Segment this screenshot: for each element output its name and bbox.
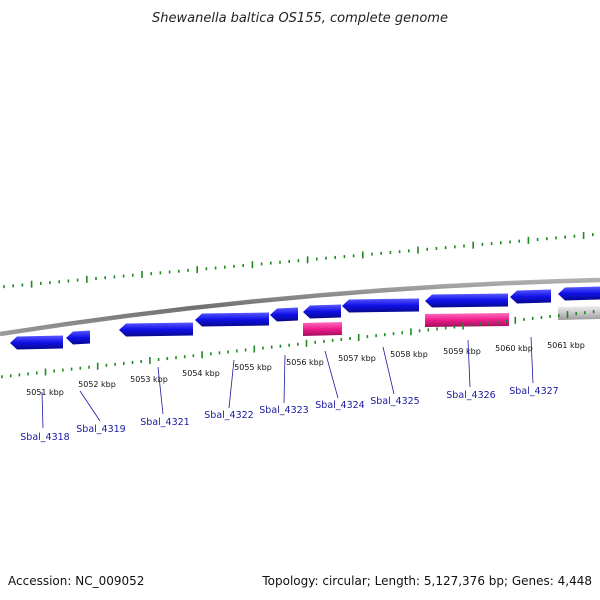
gene-labels: Sbal_4318 Sbal_4319 Sbal_4321 Sbal_4322 …	[20, 386, 558, 443]
label-leader-lines	[41, 336, 534, 429]
gene-label-sbal-4321[interactable]: Sbal_4321	[140, 417, 189, 428]
leader-line	[324, 350, 339, 399]
gene-label-sbal-4325[interactable]: Sbal_4325	[370, 396, 419, 407]
gene-feature-sbal-4325[interactable]	[342, 298, 419, 313]
topology-summary: Topology: circular; Length: 5,127,376 bp…	[261, 574, 592, 588]
gene-label-sbal-4326[interactable]: Sbal_4326	[446, 390, 495, 401]
scale-label-5060: 5060 kbp	[495, 344, 533, 353]
scale-label-5051: 5051 kbp	[26, 388, 64, 397]
gene-label-sbal-4327[interactable]: Sbal_4327	[509, 386, 558, 397]
scale-labels: 5051 kbp 5052 kbp 5053 kbp 5054 kbp 5055…	[26, 341, 585, 397]
scale-label-5056: 5056 kbp	[286, 358, 324, 367]
rna-feature[interactable]	[425, 313, 509, 327]
leader-line	[467, 339, 471, 388]
gc-skew-outer-track	[3, 231, 594, 289]
gene-feature-sbal-4319[interactable]	[66, 330, 90, 345]
gene-feature-sbal-4323[interactable]	[270, 307, 298, 322]
scale-label-5059: 5059 kbp	[443, 347, 481, 356]
leader-line	[157, 366, 164, 415]
leader-line	[382, 346, 395, 395]
map-title: Shewanella baltica OS155, complete genom…	[152, 11, 448, 26]
other-feature[interactable]	[558, 306, 600, 320]
gene-label-sbal-4319[interactable]: Sbal_4319	[76, 424, 125, 435]
gene-feature[interactable]	[558, 286, 600, 301]
rna-feature[interactable]	[303, 322, 342, 336]
gene-feature-sbal-4327[interactable]	[510, 289, 551, 304]
scale-label-5054: 5054 kbp	[182, 369, 220, 378]
gene-feature-sbal-4326[interactable]	[425, 293, 508, 308]
leader-line	[41, 391, 44, 429]
scale-label-5057: 5057 kbp	[338, 354, 376, 363]
scale-label-5053: 5053 kbp	[130, 375, 168, 384]
scale-label-5058: 5058 kbp	[390, 350, 428, 359]
scale-label-5052: 5052 kbp	[78, 380, 116, 389]
scale-label-5055: 5055 kbp	[234, 363, 272, 372]
gene-label-sbal-4318[interactable]: Sbal_4318	[20, 432, 69, 443]
gene-feature-sbal-4324[interactable]	[303, 304, 341, 319]
leader-line	[228, 359, 235, 409]
gc-content-inner-track	[1, 310, 595, 379]
gene-feature-sbal-4322[interactable]	[195, 312, 269, 327]
scale-label-5061: 5061 kbp	[547, 341, 585, 350]
leader-line	[283, 354, 286, 404]
accession-text: Accession: NC_009052	[8, 574, 144, 588]
leader-line	[530, 336, 534, 384]
gene-feature-sbal-4321[interactable]	[119, 322, 193, 337]
gene-label-sbal-4323[interactable]: Sbal_4323	[259, 405, 308, 416]
genome-backbone	[0, 277, 600, 337]
leader-line	[79, 390, 101, 422]
gene-feature-sbal-4318[interactable]	[10, 335, 63, 350]
gene-label-sbal-4322[interactable]: Sbal_4322	[204, 410, 253, 421]
gene-label-sbal-4324[interactable]: Sbal_4324	[315, 400, 364, 411]
feature-track	[10, 286, 600, 350]
